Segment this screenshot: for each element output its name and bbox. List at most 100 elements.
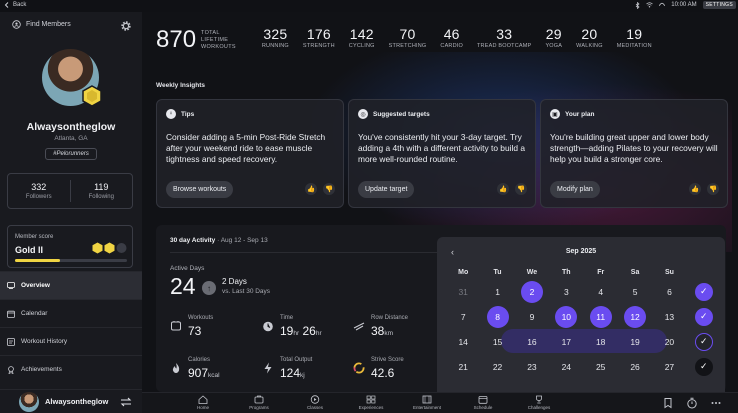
calendar-day[interactable]: 3 bbox=[549, 279, 583, 304]
day-number: 22 bbox=[492, 361, 503, 372]
calendar-day[interactable]: 19 bbox=[618, 329, 652, 354]
thumbs-down-icon[interactable]: 👎 bbox=[323, 183, 335, 195]
stat-cycling[interactable]: 142 CYCLING bbox=[349, 26, 375, 49]
timer-icon[interactable] bbox=[686, 397, 698, 409]
chevron-left-icon[interactable]: ‹ bbox=[451, 247, 454, 257]
stat-cardio[interactable]: 46 CARDIO bbox=[440, 26, 463, 49]
sidebar-item-achievements[interactable]: Achievements bbox=[0, 355, 142, 383]
calendar-day[interactable]: 31 bbox=[446, 279, 480, 304]
browse-workouts-button[interactable]: Browse workouts bbox=[166, 181, 234, 198]
thumbs-up-icon[interactable]: 👍 bbox=[305, 183, 317, 195]
metric-number: 42.6 bbox=[371, 366, 395, 380]
metric-unit: km bbox=[384, 330, 394, 337]
calendar-day[interactable]: 14 bbox=[446, 329, 480, 354]
checkmark-icon: ✓ bbox=[694, 307, 713, 326]
calendar-day[interactable]: 7 bbox=[446, 304, 480, 329]
nav-entertainment[interactable]: Entertainment bbox=[404, 395, 450, 410]
find-members-button[interactable]: Find Members bbox=[12, 20, 71, 29]
nav-label: Home bbox=[196, 405, 209, 410]
day-number: 14 bbox=[458, 336, 468, 347]
stat-running[interactable]: 325 RUNNING bbox=[262, 26, 289, 49]
calendar-day[interactable]: 15 bbox=[480, 329, 514, 354]
calendar-day[interactable]: 23 bbox=[515, 354, 549, 379]
thumbs-down-icon[interactable]: 👎 bbox=[515, 183, 527, 195]
modify-plan-button[interactable]: Modify plan bbox=[550, 181, 600, 198]
calendar-day[interactable]: 20 bbox=[652, 329, 686, 354]
nav-programs[interactable]: Programs bbox=[236, 395, 282, 410]
gear-icon[interactable] bbox=[120, 20, 132, 32]
bookmark-icon[interactable] bbox=[662, 397, 674, 409]
stat-tread-bootcamp[interactable]: 33 TREAD BOOTCAMP bbox=[477, 26, 531, 49]
stat-stretching[interactable]: 70 STRETCHING bbox=[389, 26, 427, 49]
back-button[interactable]: Back bbox=[4, 2, 26, 8]
calendar-day[interactable]: 10 bbox=[549, 304, 583, 329]
followers-count: 332 bbox=[31, 182, 47, 192]
swap-profile-icon[interactable] bbox=[120, 397, 132, 407]
calendar-day[interactable]: 17 bbox=[549, 329, 583, 354]
stat-walking[interactable]: 20 WALKING bbox=[576, 26, 603, 49]
calendar-day[interactable]: 18 bbox=[584, 329, 618, 354]
calendar-day[interactable]: 2 bbox=[515, 279, 549, 304]
stat-strength[interactable]: 176 STRENGTH bbox=[303, 26, 335, 49]
metric-label: Time bbox=[280, 315, 294, 321]
nav-schedule[interactable]: Schedule bbox=[460, 395, 506, 410]
following-stat[interactable]: 119 Following bbox=[71, 174, 133, 208]
nav-challenges[interactable]: Challenges bbox=[516, 395, 562, 410]
day-number: 31 bbox=[458, 286, 468, 297]
calendar-day[interactable]: 9 bbox=[515, 304, 549, 329]
day-number: 3 bbox=[563, 286, 569, 297]
settings-button[interactable]: SETTINGS bbox=[702, 1, 736, 9]
stat-value: 20 bbox=[581, 26, 598, 42]
thumbs-down-icon[interactable]: 👎 bbox=[707, 183, 719, 195]
calendar-day[interactable]: 16 bbox=[515, 329, 549, 354]
calendar-month: Sep 2025 bbox=[565, 248, 597, 255]
nav-home[interactable]: Home bbox=[180, 395, 226, 410]
calendar-day[interactable]: 25 bbox=[584, 354, 618, 379]
update-target-button[interactable]: Update target bbox=[358, 181, 415, 198]
sidebar-item-calendar[interactable]: Calendar bbox=[0, 299, 142, 327]
calendar-day[interactable]: 13 bbox=[652, 304, 686, 329]
calendar-day[interactable]: 8 bbox=[480, 304, 514, 329]
sidebar-item-overview[interactable]: Overview bbox=[0, 271, 142, 299]
calendar-day[interactable]: 4 bbox=[584, 279, 618, 304]
nav-label: Classes bbox=[306, 405, 323, 410]
sidebar-item-workout-history[interactable]: Workout History bbox=[0, 327, 142, 355]
search-icon bbox=[12, 20, 21, 29]
calendar-day[interactable]: 6 bbox=[652, 279, 686, 304]
followers-stat[interactable]: 332 Followers bbox=[8, 174, 70, 208]
calendar-day[interactable]: 22 bbox=[480, 354, 514, 379]
calendar-day[interactable]: 26 bbox=[618, 354, 652, 379]
thumbs-up-icon[interactable]: 👍 bbox=[497, 183, 509, 195]
metric-label: Calories bbox=[188, 357, 211, 363]
more-icon[interactable] bbox=[710, 397, 722, 409]
calendar-day[interactable]: 5 bbox=[618, 279, 652, 304]
day-number: 15 bbox=[492, 336, 503, 347]
stat-meditation[interactable]: 19 MEDITATION bbox=[617, 26, 652, 49]
footer-avatar bbox=[19, 391, 39, 412]
avatar-container[interactable] bbox=[42, 49, 102, 107]
calendar-day[interactable]: 12 bbox=[618, 304, 652, 329]
nav-classes[interactable]: Classes bbox=[292, 395, 338, 410]
nav-label: Schedule bbox=[473, 405, 493, 410]
divider bbox=[170, 252, 440, 253]
main-content: 870 TOTAL LIFETIME WORKOUTS 325 RUNNING 1… bbox=[142, 12, 738, 392]
stat-value: 46 bbox=[443, 26, 460, 42]
activity-calendar: ‹ Sep 2025 Mo Tu We Th Fr Sa Su 31 1 2 3 4 5 6 ✓ 7 8 9 10 1… bbox=[437, 237, 725, 392]
empty-hex-icon bbox=[116, 243, 127, 253]
profile-footer[interactable]: Alwaysontheglow bbox=[0, 389, 142, 413]
calendar-day[interactable]: 11 bbox=[584, 304, 618, 329]
footer-username: Alwaysontheglow bbox=[45, 397, 109, 406]
calendar-day[interactable]: 24 bbox=[549, 354, 583, 379]
active-days-value: 24 bbox=[170, 273, 196, 299]
row-distance-icon bbox=[353, 322, 365, 331]
stat-yoga[interactable]: 29 YOGA bbox=[545, 26, 562, 49]
calendar-day[interactable]: 1 bbox=[480, 279, 514, 304]
calendar-day[interactable]: 27 bbox=[652, 354, 686, 379]
member-score-card[interactable]: Member score Gold II bbox=[7, 225, 133, 268]
calendar-day[interactable]: 21 bbox=[446, 354, 480, 379]
nav-experiences[interactable]: Experiences bbox=[348, 395, 394, 410]
active-day-marker: 8 bbox=[486, 305, 509, 328]
hashtag-chip[interactable]: #Pelorunners bbox=[45, 148, 97, 160]
calendar-grid: Mo Tu We Th Fr Sa Su 31 1 2 3 4 5 6 ✓ 7 8 9 10 11 12 13 ✓ 14 15 1… bbox=[446, 265, 721, 379]
thumbs-up-icon[interactable]: 👍 bbox=[689, 183, 701, 195]
